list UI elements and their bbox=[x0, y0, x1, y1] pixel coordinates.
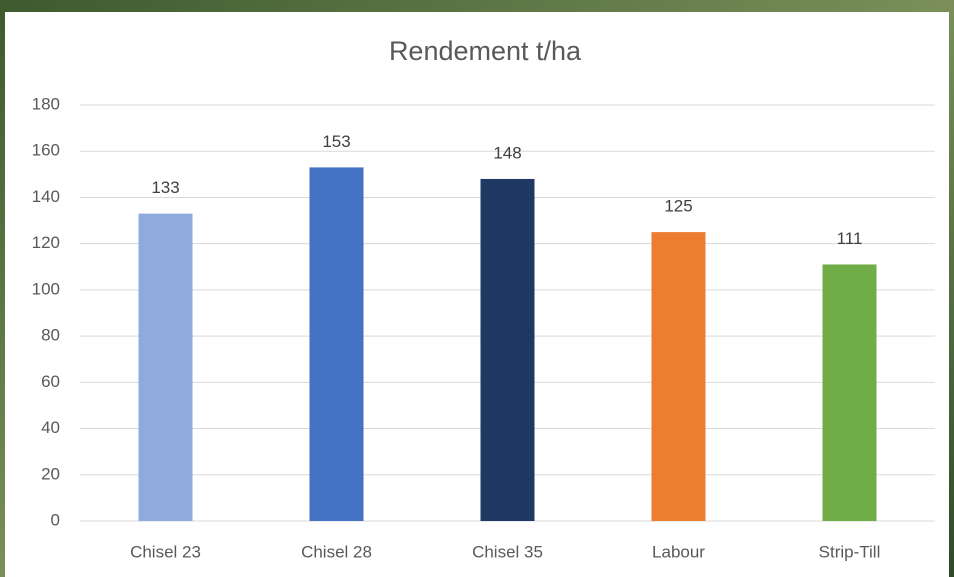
x-tick-label: Chisel 35 bbox=[472, 542, 543, 561]
bar bbox=[651, 232, 706, 521]
y-tick-label: 120 bbox=[32, 233, 60, 252]
y-tick-label: 180 bbox=[32, 94, 60, 113]
bar bbox=[480, 178, 535, 521]
y-tick-label: 160 bbox=[32, 141, 60, 160]
data-label: 148 bbox=[493, 143, 521, 162]
data-label: 125 bbox=[664, 197, 692, 216]
x-tick-label: Chisel 23 bbox=[130, 542, 201, 561]
x-tick-label: Labour bbox=[652, 542, 705, 561]
x-tick-label: Chisel 28 bbox=[301, 542, 372, 561]
y-tick-label: 60 bbox=[41, 372, 60, 391]
y-tick-label: 80 bbox=[41, 326, 60, 345]
y-tick-label: 140 bbox=[32, 187, 60, 206]
bar bbox=[138, 213, 193, 521]
bar bbox=[309, 167, 364, 521]
x-tick-label: Strip-Till bbox=[819, 542, 881, 561]
y-tick-label: 20 bbox=[41, 464, 60, 483]
y-tick-label: 40 bbox=[41, 418, 60, 437]
data-label: 111 bbox=[837, 229, 863, 248]
y-tick-label: 100 bbox=[32, 279, 60, 298]
bar bbox=[822, 264, 877, 521]
chart-title: Rendement t/ha bbox=[389, 36, 582, 66]
data-label: 153 bbox=[322, 132, 350, 151]
y-tick-label: 0 bbox=[51, 510, 60, 529]
data-label: 133 bbox=[151, 178, 179, 197]
